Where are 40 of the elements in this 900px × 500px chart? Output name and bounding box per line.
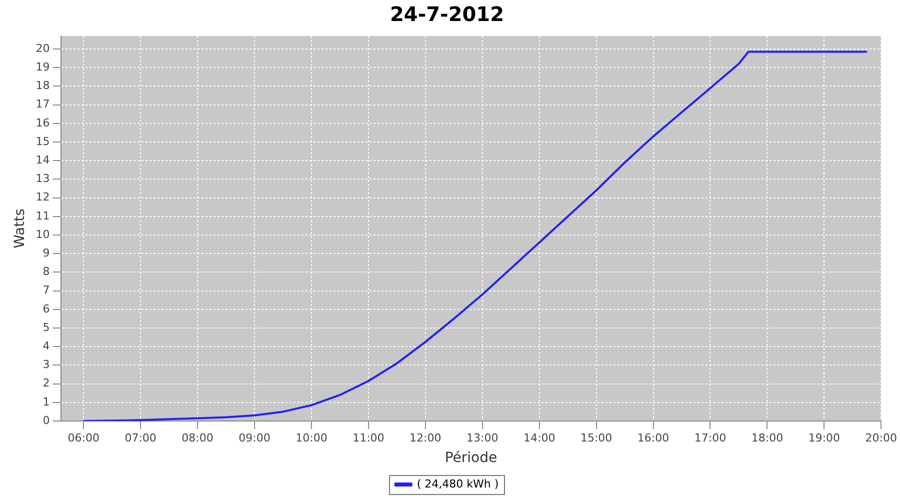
y-tick-label: 6 (42, 302, 50, 316)
x-tick-label: 14:00 (523, 431, 556, 444)
x-tick-label: 16:00 (637, 431, 670, 444)
y-tick-label: 0 (42, 414, 50, 427)
x-tick-label: 07:00 (124, 431, 156, 444)
y-tick-label: 2 (42, 376, 50, 390)
x-tick-label: 15:00 (580, 431, 612, 444)
x-tick-label: 12:00 (410, 431, 442, 444)
y-tick-label: 13 (36, 172, 50, 186)
y-tick-label: 16 (36, 116, 50, 130)
x-tick-label: 17:00 (694, 431, 726, 444)
y-tick-label: 9 (42, 246, 50, 260)
y-tick-label: 18 (36, 79, 50, 92)
y-tick-label: 7 (42, 284, 50, 297)
y-axis-title: Watts (12, 208, 28, 248)
y-tick-label: 5 (42, 320, 50, 334)
y-tick-label: 15 (36, 134, 50, 148)
x-tick-label: 08:00 (182, 431, 214, 444)
legend-label: ( 24,480 kWh ) (416, 477, 499, 490)
x-tick-label: 20:00 (865, 431, 897, 444)
x-tick-label: 18:00 (751, 431, 784, 444)
y-tick-label: 4 (42, 339, 50, 352)
y-tick-label: 10 (36, 228, 50, 241)
x-axis-title: Période (444, 450, 498, 466)
x-tick-label: 19:00 (808, 431, 840, 444)
y-tick-label: 19 (36, 60, 50, 74)
y-tick-label: 8 (42, 265, 50, 278)
y-tick-label: 17 (36, 98, 50, 111)
y-tick-label: 20 (36, 42, 50, 55)
x-tick-label: 11:00 (352, 431, 384, 444)
y-tick-label: 11 (36, 209, 50, 222)
x-tick-label: 09:00 (238, 431, 270, 444)
y-tick-label: 3 (42, 358, 50, 372)
chart-title: 24-7-2012 (390, 2, 504, 26)
x-tick-label: 13:00 (466, 431, 498, 444)
y-tick-label: 12 (36, 190, 50, 204)
y-tick-label: 1 (42, 395, 50, 408)
x-tick-label: 10:00 (296, 431, 328, 444)
x-tick-label: 06:00 (68, 431, 100, 444)
y-tick-label: 14 (36, 153, 50, 166)
